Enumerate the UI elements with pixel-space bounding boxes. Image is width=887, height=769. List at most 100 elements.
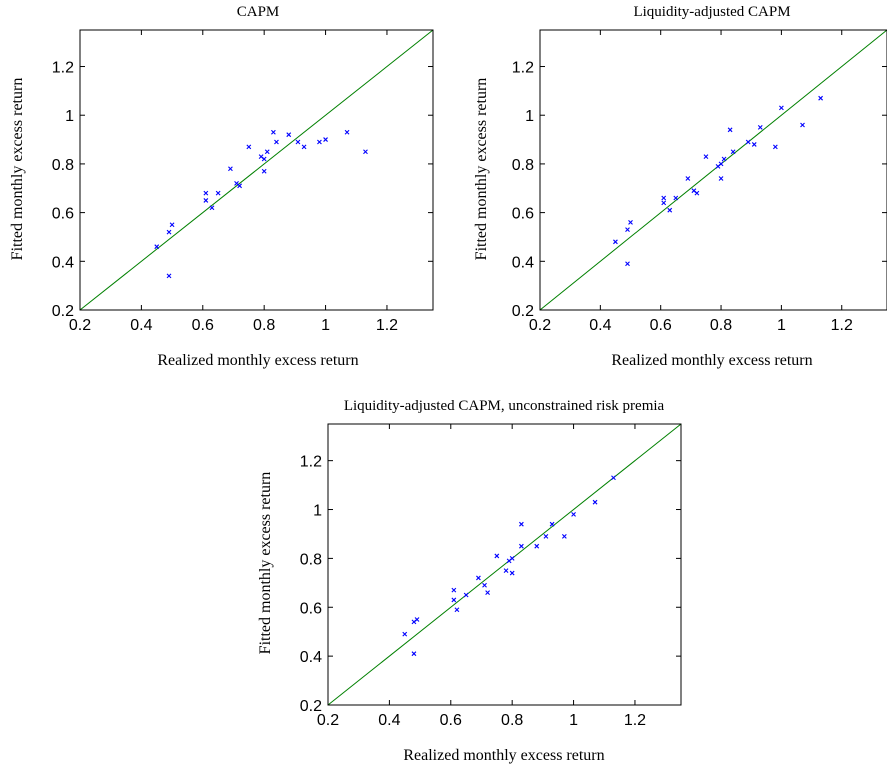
y-tick-label: 0.6 <box>52 206 74 223</box>
axes-frame <box>327 423 682 706</box>
y-tick-label: 1.2 <box>300 454 322 471</box>
data-point <box>611 475 616 481</box>
data-point <box>718 176 724 181</box>
data-point <box>503 568 509 573</box>
chart-capm: CAPM Realized monthly excess return Fitt… <box>9 4 434 369</box>
data-point <box>694 190 700 196</box>
data-point <box>270 129 276 135</box>
data-point <box>169 222 175 228</box>
data-point <box>482 582 487 588</box>
y-tick-label: 1.2 <box>512 60 534 77</box>
data-point <box>509 570 515 576</box>
data-point <box>261 168 267 174</box>
data-point <box>561 534 567 539</box>
x-tick-label: 0.6 <box>440 712 462 729</box>
y-tick-label: 0.6 <box>512 206 534 223</box>
x-tick-label: 0.8 <box>501 712 523 729</box>
data-point <box>344 129 350 135</box>
y-tick-label: 0.2 <box>512 303 534 320</box>
data-point <box>661 200 667 206</box>
data-point <box>209 205 215 211</box>
x-axis-label: Realized monthly excess return <box>611 352 812 369</box>
reference-line-y-equals-x <box>539 29 887 311</box>
reference-line-y-equals-x <box>327 423 682 706</box>
y-axis-label: Fitted monthly excess return <box>257 472 274 655</box>
data-point <box>414 617 420 622</box>
x-tick-label: 1 <box>321 317 330 334</box>
data-point <box>625 227 630 233</box>
chart-title: CAPM <box>237 4 280 20</box>
data-point <box>685 176 691 181</box>
data-point <box>323 137 328 142</box>
data-point <box>203 198 209 203</box>
y-tick-label: 0.4 <box>512 254 534 271</box>
data-point <box>363 149 368 155</box>
chart-liquidity-adjusted-capm: Liquidity-adjusted CAPM Realized monthly… <box>473 4 887 369</box>
data-point <box>476 575 481 581</box>
x-tick-label: 0.2 <box>69 317 91 334</box>
x-tick-label: 0.2 <box>529 317 551 334</box>
y-tick-label: 0.8 <box>52 157 74 174</box>
y-tick-label: 1 <box>525 108 534 125</box>
data-point <box>518 521 524 527</box>
data-point <box>534 543 540 549</box>
y-axis-label: Fitted monthly excess return <box>9 78 26 261</box>
y-axis-label: Fitted monthly excess return <box>473 78 490 261</box>
data-point <box>718 161 724 167</box>
x-tick-label: 0.6 <box>192 317 214 334</box>
y-tick-label: 1 <box>65 108 74 125</box>
plot-area: 0.2 0.4 0.6 0.8 1 1.2 0.2 0.4 0.6 0.8 1 1.2 <box>52 29 434 334</box>
y-tick-label: 1.2 <box>52 60 74 77</box>
data-point <box>703 154 709 159</box>
data-point <box>286 132 292 138</box>
x-tick-label: 0.4 <box>589 317 611 334</box>
data-point <box>451 587 457 593</box>
y-tick-label: 0.8 <box>300 551 322 568</box>
data-point <box>592 499 598 505</box>
data-point <box>667 207 673 213</box>
data-point <box>779 105 784 111</box>
data-point <box>518 543 524 549</box>
data-point <box>745 139 751 145</box>
data-point <box>673 195 679 201</box>
data-point <box>203 190 209 196</box>
data-point <box>228 166 233 172</box>
data-point <box>727 127 733 133</box>
y-tick-label: 0.6 <box>300 600 322 617</box>
data-point <box>295 139 301 145</box>
x-tick-label: 1.2 <box>624 712 646 729</box>
axes-frame <box>539 29 887 311</box>
data-point <box>509 556 515 561</box>
chart-liquidity-adjusted-capm-unconstrained: Liquidity-adjusted CAPM, unconstrained r… <box>257 398 682 764</box>
data-point <box>317 139 322 145</box>
plot-area: 0.2 0.4 0.6 0.8 1 1.2 0.2 0.4 0.6 0.8 1 1.2 <box>512 29 887 334</box>
x-axis-label: Realized monthly excess return <box>403 747 604 764</box>
x-tick-label: 0.4 <box>130 317 152 334</box>
data-point <box>166 273 172 279</box>
data-point <box>246 144 252 150</box>
x-tick-label: 1 <box>777 317 786 334</box>
data-point <box>274 139 279 145</box>
data-point <box>264 149 270 155</box>
data-point <box>215 190 221 196</box>
data-point <box>818 95 824 101</box>
data-point <box>571 512 576 517</box>
data-point <box>628 219 633 225</box>
x-tick-label: 0.6 <box>650 317 672 334</box>
x-tick-label: 1.2 <box>376 317 398 334</box>
data-point <box>751 142 757 147</box>
y-tick-label: 1 <box>313 503 322 520</box>
x-tick-label: 0.4 <box>378 712 400 729</box>
data-point <box>451 597 457 603</box>
reference-line-y-equals-x <box>79 29 434 311</box>
axes-frame <box>79 29 434 311</box>
plot-area: 0.2 0.4 0.6 0.8 1 1.2 0.2 0.4 0.6 0.8 1 1.2 <box>300 423 682 729</box>
data-point <box>757 125 763 130</box>
y-tick-label: 0.2 <box>52 303 74 320</box>
x-tick-label: 0.8 <box>710 317 732 334</box>
data-point <box>301 144 307 150</box>
data-point <box>237 183 243 189</box>
x-tick-label: 1.2 <box>831 317 853 334</box>
data-point <box>166 229 172 235</box>
